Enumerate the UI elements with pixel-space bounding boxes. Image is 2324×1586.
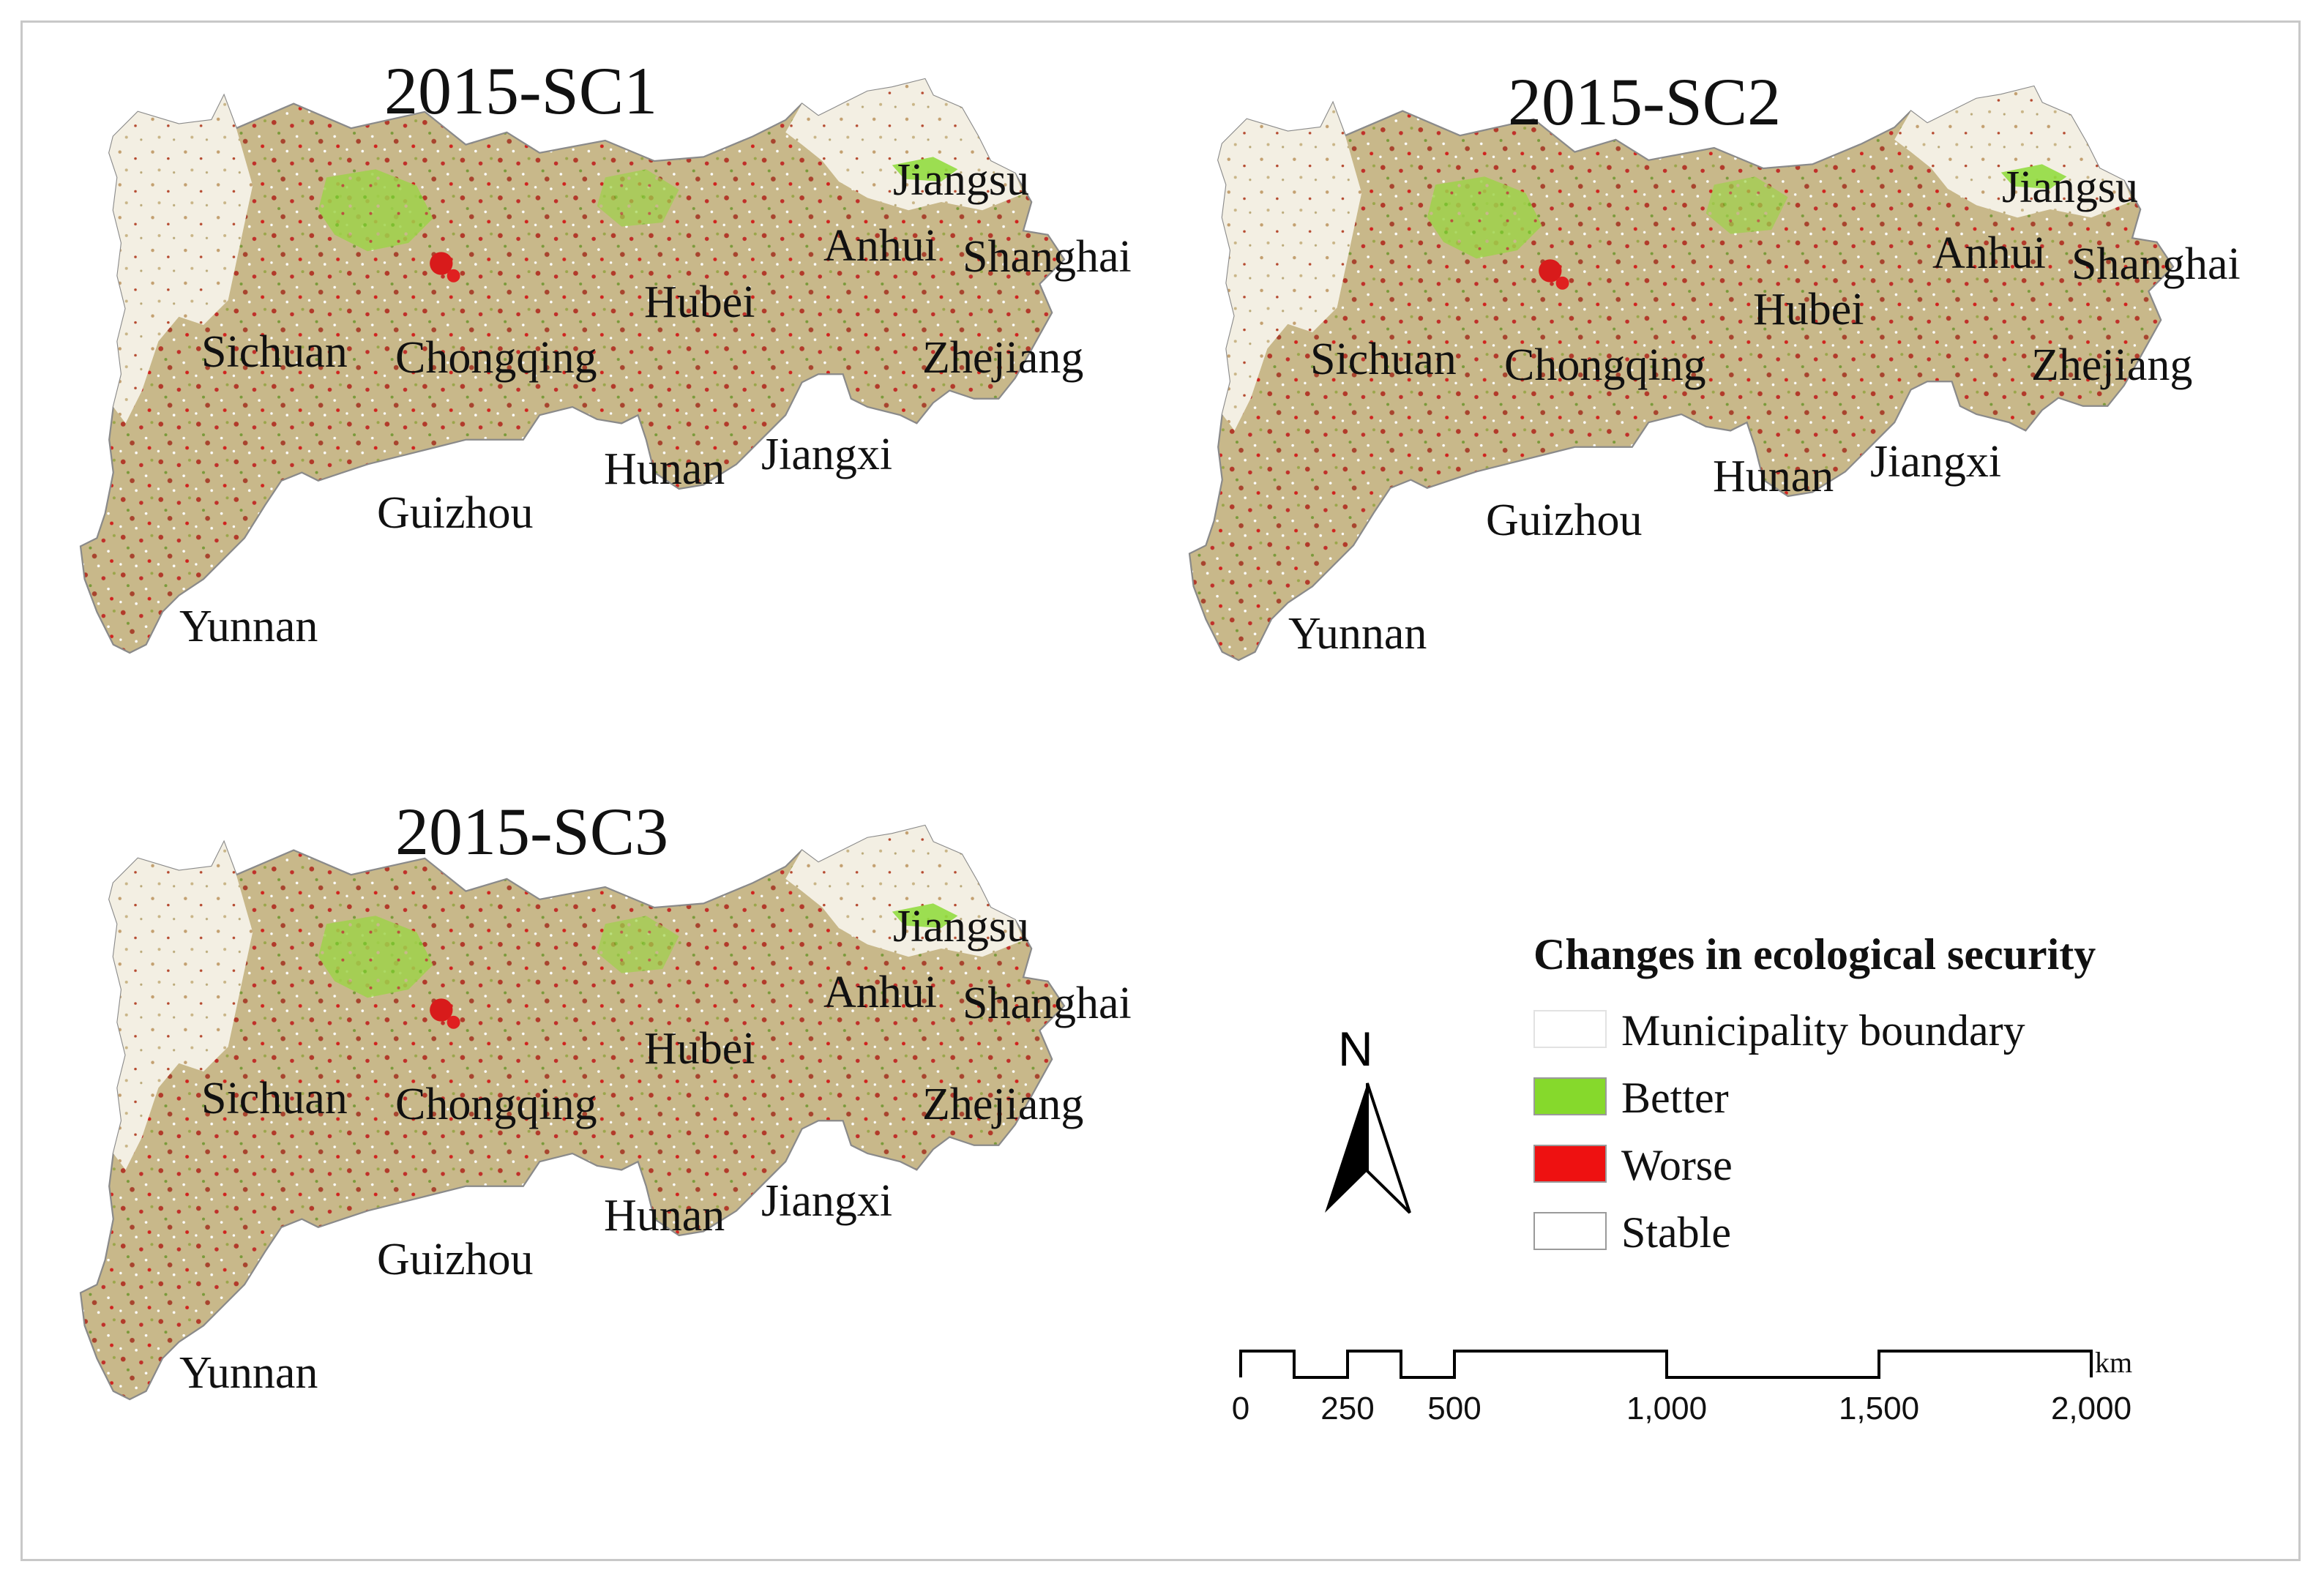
label-guizhou: Guizhou [1486, 495, 1643, 545]
scale-unit-label: km [2095, 1346, 2133, 1379]
label-anhui: Anhui [1932, 228, 2046, 278]
label-anhui: Anhui [823, 968, 937, 1017]
map-title-sc1: 2015-SC1 [384, 53, 658, 128]
label-hunan: Hunan [1713, 452, 1834, 501]
label-hubei: Hubei [1753, 285, 1864, 334]
label-yunnan: Yunnan [179, 1348, 318, 1398]
legend-item-stable: Stable [1533, 1211, 2192, 1254]
label-hunan: Hunan [604, 1191, 725, 1241]
label-zhejiang: Zhejiang [922, 333, 1084, 383]
label-yunnan: Yunnan [179, 602, 318, 651]
scale-tick-label: 1,500 [1838, 1391, 1920, 1426]
legend-swatch-better [1533, 1077, 1607, 1115]
legend: Changes in ecological security Municipal… [1533, 929, 2192, 1281]
north-letter: N [1338, 1022, 1373, 1076]
scale-tick-label: 500 [1427, 1391, 1482, 1426]
legend-label: Municipality boundary [1621, 1006, 2025, 1055]
label-guizhou: Guizhou [377, 488, 534, 538]
label-chongqing: Chongqing [395, 1080, 597, 1129]
label-sichuan: Sichuan [1310, 334, 1457, 384]
scale-tick-label: 2,000 [2050, 1391, 2132, 1426]
label-jiangxi: Jiangxi [761, 1176, 893, 1226]
label-zhejiang: Zhejiang [2031, 340, 2193, 390]
label-shanghai: Shanghai [2071, 239, 2241, 289]
label-chongqing: Chongqing [395, 333, 597, 383]
legend-title: Changes in ecological security [1533, 930, 2096, 979]
label-jiangxi: Jiangxi [1870, 437, 2002, 487]
scale-tick-label: 0 [1231, 1391, 1250, 1426]
map-title-sc3: 2015-SC3 [395, 794, 669, 869]
legend-swatch-worse [1533, 1145, 1607, 1183]
label-hunan: Hunan [604, 444, 725, 494]
label-jiangsu: Jiangsu [893, 902, 1029, 951]
label-hubei: Hubei [644, 1024, 755, 1074]
label-hubei: Hubei [644, 277, 755, 327]
north-arrow-icon [1325, 1082, 1411, 1214]
scale-bar: 0 250 500 1,000 1,500 2,000 km [1215, 1332, 2167, 1434]
north-arrow: N [1318, 1021, 1413, 1233]
label-shanghai: Shanghai [963, 232, 1132, 282]
scale-tick-label: 250 [1320, 1391, 1375, 1426]
label-chongqing: Chongqing [1504, 340, 1706, 390]
map-title-sc2: 2015-SC2 [1508, 64, 1782, 139]
legend-item-worse: Worse [1533, 1143, 2192, 1187]
label-yunnan: Yunnan [1288, 609, 1427, 659]
legend-swatch-municipality-boundary [1533, 1010, 1607, 1048]
legend-swatch-stable [1533, 1212, 1607, 1250]
legend-item-municipality-boundary: Municipality boundary [1533, 1009, 2192, 1052]
label-jiangsu: Jiangsu [2002, 162, 2138, 212]
label-sichuan: Sichuan [201, 1074, 348, 1123]
label-jiangsu: Jiangsu [893, 155, 1029, 205]
legend-label: Stable [1621, 1208, 1731, 1257]
label-sichuan: Sichuan [201, 327, 348, 377]
scale-bar-graphic [1239, 1350, 2093, 1379]
legend-item-better: Better [1533, 1076, 2192, 1120]
scale-tick-label: 1,000 [1626, 1391, 1708, 1426]
legend-label: Better [1621, 1074, 1729, 1122]
label-anhui: Anhui [823, 221, 937, 271]
label-jiangxi: Jiangxi [761, 430, 893, 479]
legend-label: Worse [1621, 1141, 1733, 1189]
label-guizhou: Guizhou [377, 1235, 534, 1284]
label-shanghai: Shanghai [963, 979, 1132, 1028]
label-zhejiang: Zhejiang [922, 1080, 1084, 1129]
